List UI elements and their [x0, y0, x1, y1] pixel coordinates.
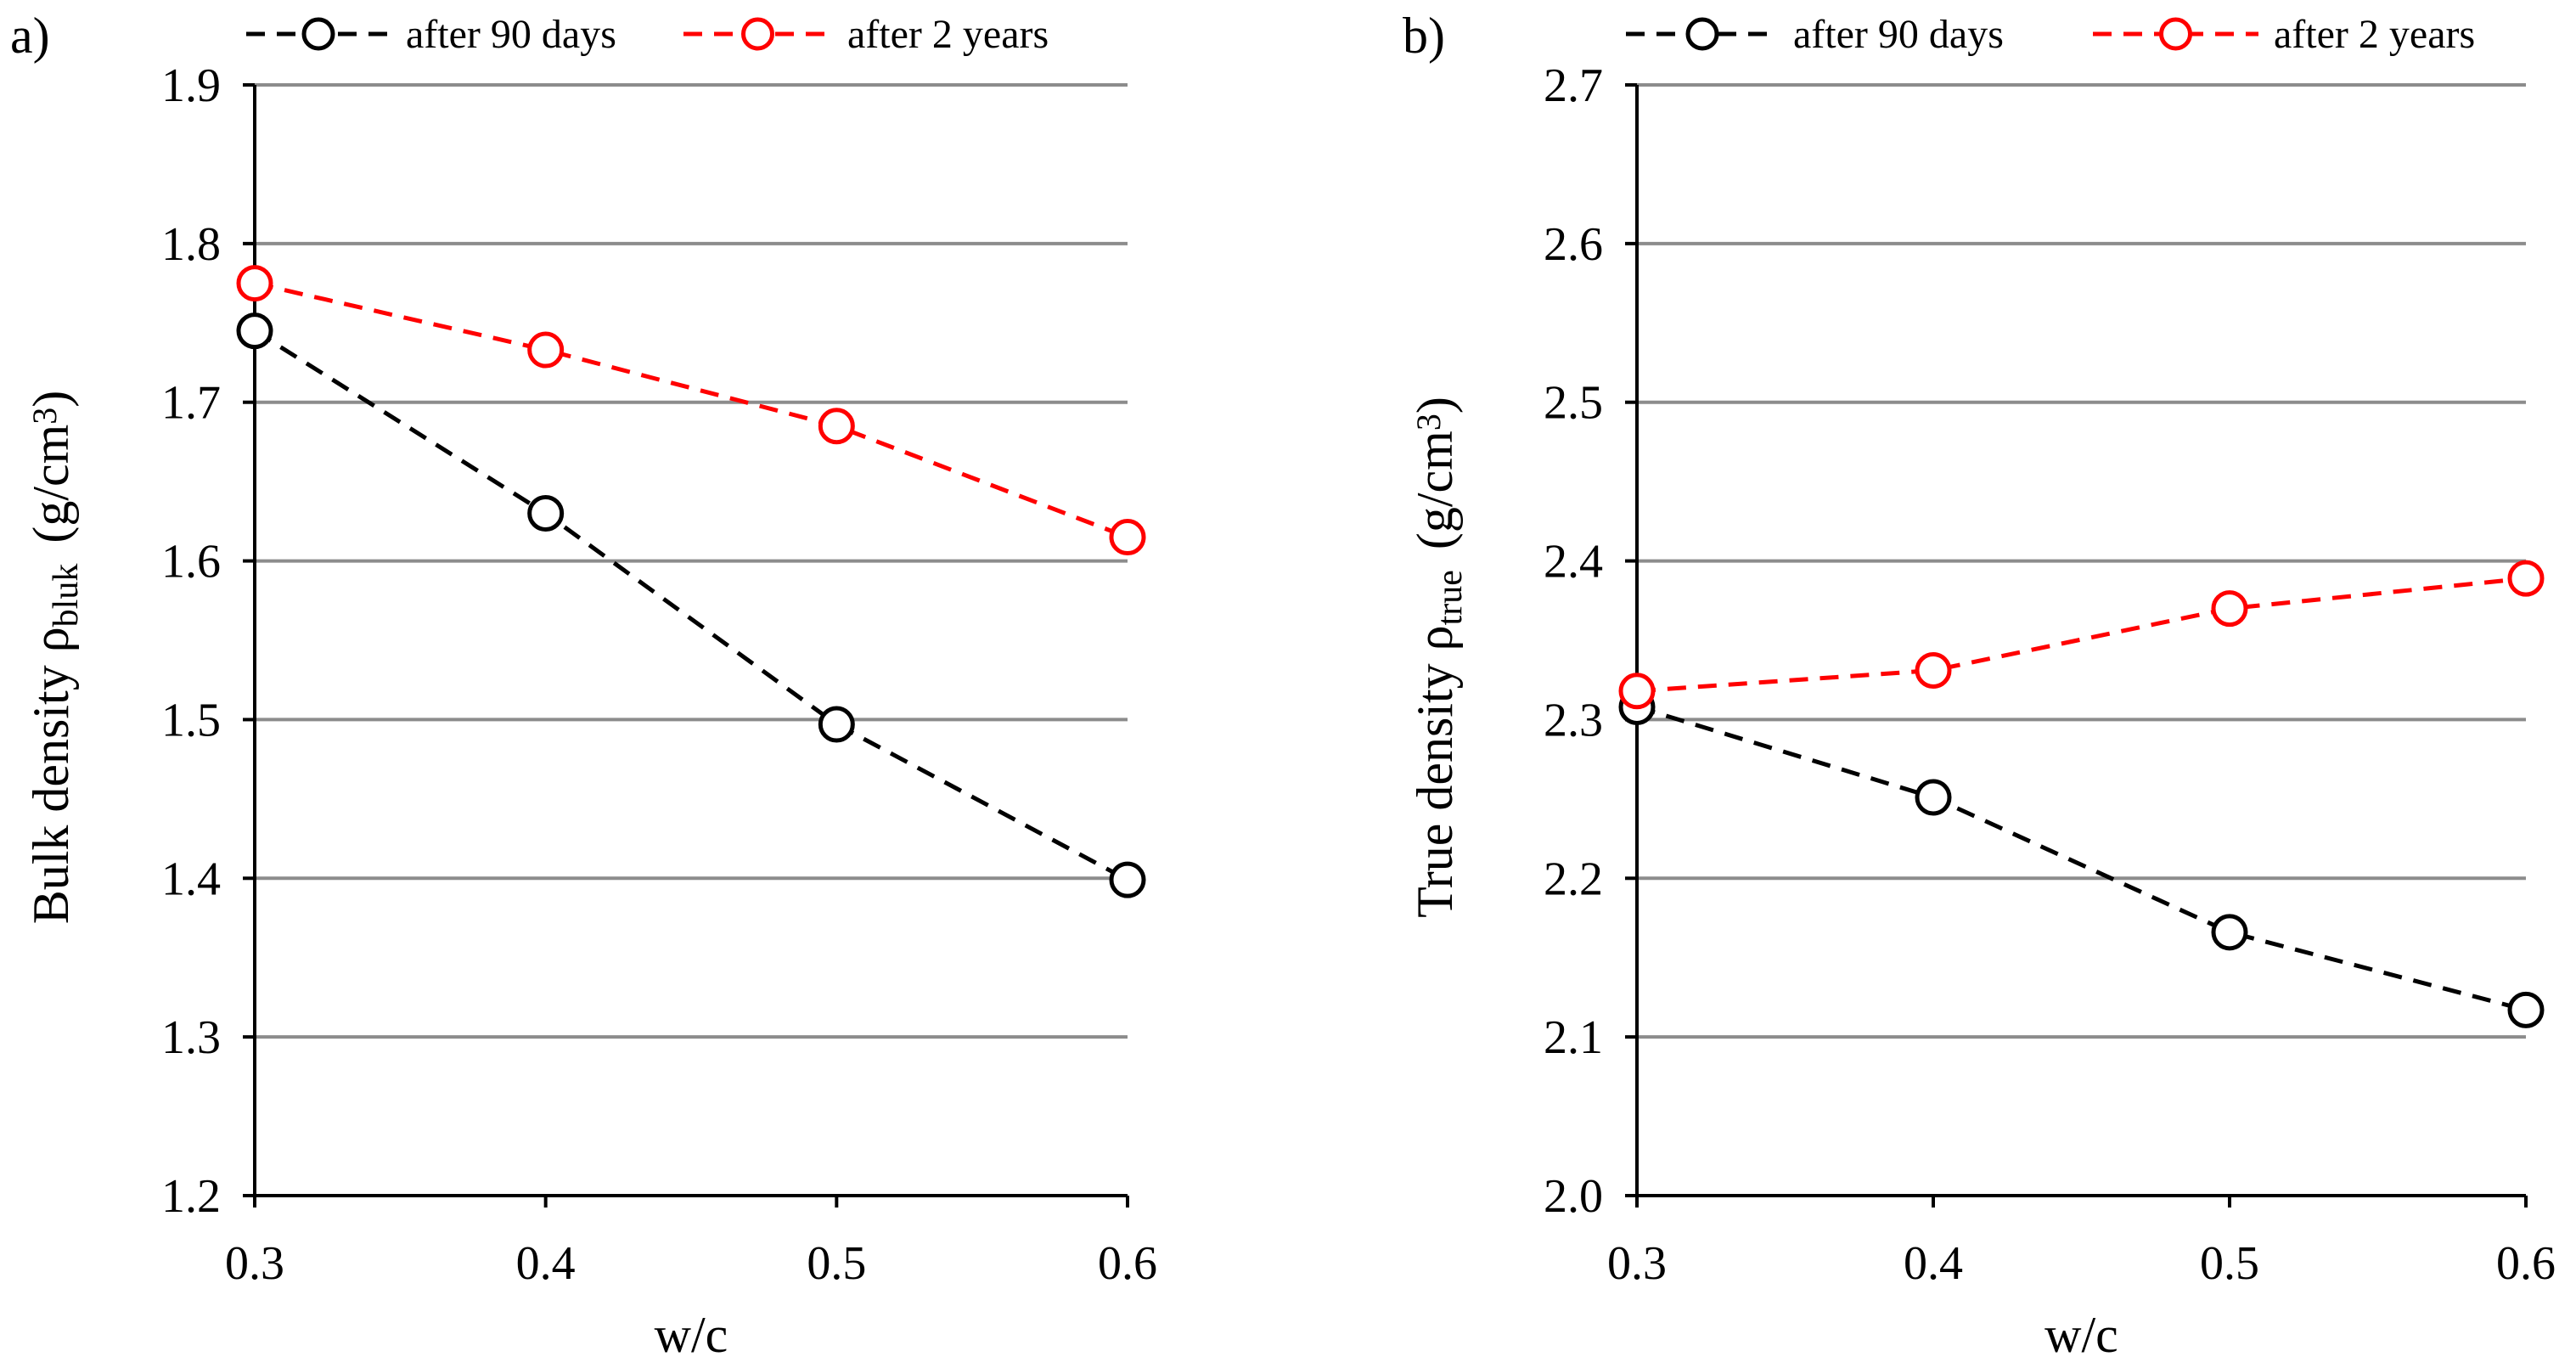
data-point-after-2-years — [1618, 673, 1656, 710]
x-tick-label: 0.3 — [1607, 1237, 1667, 1290]
y-tick-label: 1.9 — [161, 59, 221, 112]
data-point-after-2-years — [1109, 519, 1146, 556]
y-axis-title-units-sup: 3 — [1409, 414, 1448, 431]
legend-label: after 90 days — [406, 12, 616, 57]
y-axis-title: True density ρtrue (g/cm3) — [1407, 397, 1470, 918]
y-tick-label: 2.2 — [1544, 853, 1603, 905]
x-tick-label: 0.6 — [2496, 1237, 2556, 1290]
data-point-after-90-days — [236, 312, 273, 350]
panel-label: a) — [10, 8, 50, 64]
y-axis-title-units-close: ) — [23, 391, 79, 408]
panel-label: b) — [1403, 8, 1445, 64]
x-tick-label: 0.5 — [807, 1237, 866, 1290]
y-tick-label: 2.6 — [1544, 218, 1603, 271]
data-point-after-90-days — [1915, 779, 1952, 816]
y-axis-title-units-sup: 3 — [25, 408, 64, 425]
x-tick-label: 0.4 — [516, 1237, 576, 1290]
x-tick-label: 0.3 — [225, 1237, 284, 1290]
y-axis-title-subscript: bluk — [47, 564, 86, 628]
legend-label: after 90 days — [1793, 12, 2004, 57]
y-tick-label: 2.3 — [1544, 694, 1603, 746]
x-tick-label: 0.5 — [2200, 1237, 2259, 1290]
x-axis-title: w/c — [655, 1307, 728, 1363]
y-axis-title-units: (g/cm — [1407, 431, 1463, 549]
y-tick-label: 1.2 — [161, 1170, 221, 1223]
series-line-after-2-years — [254, 281, 1128, 539]
y-tick-label: 1.7 — [161, 377, 221, 430]
y-tick-label: 2.4 — [1544, 536, 1603, 588]
y-axis-title-main: True density ρ — [1407, 625, 1463, 917]
data-point-after-90-days — [2211, 914, 2248, 951]
data-point-after-2-years — [2211, 590, 2248, 628]
y-axis-title-subscript: true — [1431, 570, 1470, 625]
legend-marker — [301, 17, 335, 51]
y-tick-label: 1.4 — [161, 853, 221, 905]
legend-marker — [2159, 17, 2192, 51]
y-tick-label: 2.1 — [1544, 1011, 1603, 1064]
data-point-after-2-years — [1915, 652, 1952, 690]
x-tick-label: 0.4 — [1904, 1237, 1963, 1290]
series-line-after-90-days — [1636, 705, 2527, 1012]
data-point-after-90-days — [2507, 991, 2545, 1028]
chart-panel-b: 2.0 2.1 2.2 2.3 2.4 2.5 2.6 2.7 0.3 0.4 0.5 0.6 w/c T… — [1403, 8, 2556, 1363]
x-tick-label: 0.6 — [1098, 1237, 1157, 1290]
y-axis-title-main: Bulk density ρ — [23, 627, 79, 924]
y-tick-label: 1.5 — [161, 694, 221, 746]
data-point-after-2-years — [236, 265, 273, 302]
data-point-after-2-years — [818, 408, 855, 445]
data-point-after-2-years — [2507, 560, 2545, 597]
series-line-after-90-days — [253, 329, 1129, 882]
legend-marker — [741, 17, 774, 51]
data-point-after-90-days — [1109, 861, 1146, 898]
y-axis-title: Bulk density ρbluk (g/cm3) — [23, 391, 86, 925]
y-tick-label: 1.8 — [161, 218, 221, 271]
data-point-after-2-years — [527, 331, 565, 369]
y-tick-label: 1.6 — [161, 536, 221, 588]
y-tick-label: 2.7 — [1544, 59, 1603, 112]
series-line-after-2-years — [1636, 576, 2527, 694]
legend-label: after 2 years — [2274, 12, 2475, 57]
x-axis-title: w/c — [2044, 1307, 2118, 1363]
data-point-after-90-days — [527, 495, 565, 532]
y-tick-label: 1.3 — [161, 1011, 221, 1064]
chart-panel-a: 1.2 1.3 1.4 1.5 1.6 1.7 1.8 1.9 0.3 0.4 0.5 0.6 w/c B… — [10, 8, 1157, 1363]
y-axis-title-units: (g/cm — [23, 425, 79, 543]
data-point-after-90-days — [818, 706, 855, 743]
legend-label: after 2 years — [847, 12, 1049, 57]
y-tick-label: 2.0 — [1544, 1170, 1603, 1223]
y-tick-label: 2.5 — [1544, 377, 1603, 430]
legend-marker — [1685, 17, 1719, 51]
y-axis-title-units-close: ) — [1407, 397, 1463, 414]
